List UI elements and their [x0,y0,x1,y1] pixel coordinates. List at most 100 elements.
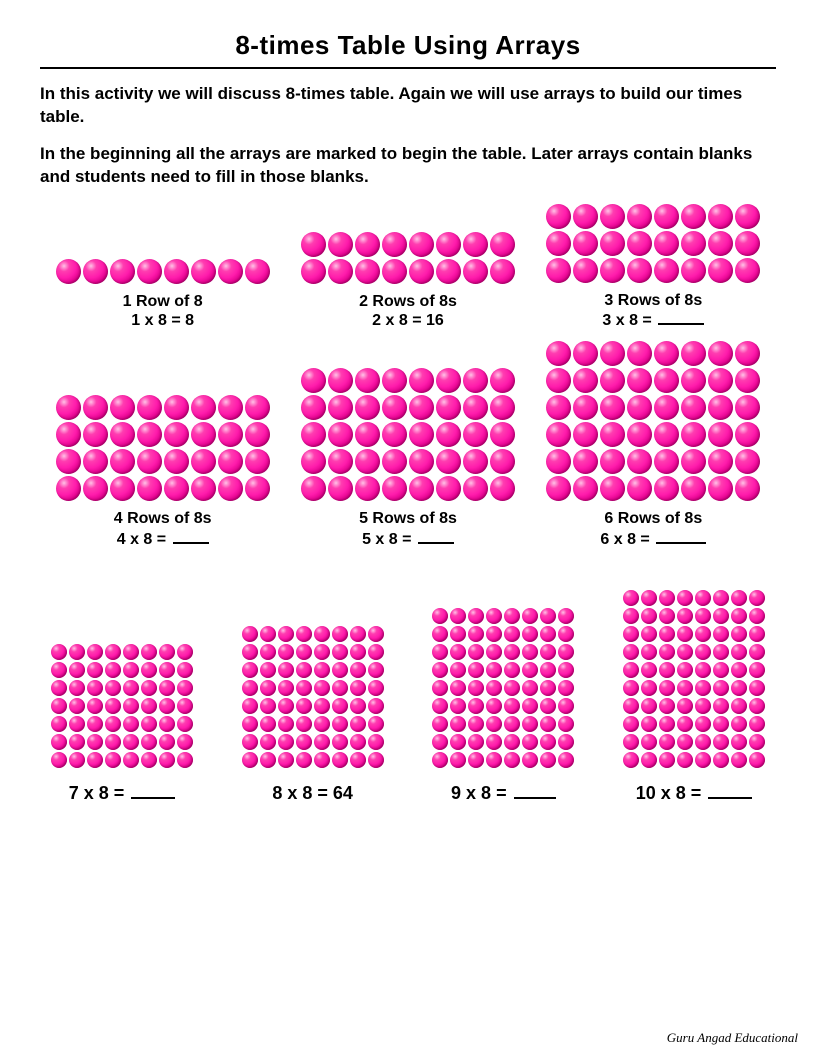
dot-icon [159,680,175,696]
dot-icon [504,716,520,732]
answer-blank[interactable] [708,785,752,799]
dot-icon [731,626,747,642]
dot-icon [540,680,556,696]
dot-icon [573,258,598,283]
dot-icon [659,698,675,714]
answer-blank[interactable] [418,530,454,544]
dot-icon [573,231,598,256]
answer-blank[interactable] [514,785,556,799]
dot-array [300,367,516,502]
dot-icon [332,680,348,696]
dot-array [55,258,271,285]
answer-blank[interactable] [658,311,704,325]
dot-icon [296,734,312,750]
dot-icon [623,626,639,642]
dot-icon [677,662,693,678]
dot-icon [749,626,765,642]
dot-icon [546,422,571,447]
answer-blank[interactable] [173,530,209,544]
dot-icon [504,626,520,642]
dot-icon [735,341,760,366]
dot-icon [681,341,706,366]
dot-icon [708,231,733,256]
dot-icon [627,476,652,501]
dot-icon [731,662,747,678]
dot-icon [463,476,488,501]
answer-blank[interactable] [131,785,175,799]
dot-icon [735,204,760,229]
dot-icon [749,716,765,732]
dot-icon [735,449,760,474]
dot-icon [332,734,348,750]
equation-text: 7 x 8 = [69,783,176,804]
dot-icon [245,395,270,420]
dot-icon [141,680,157,696]
dot-icon [69,734,85,750]
dot-icon [749,608,765,624]
dot-icon [242,734,258,750]
dot-icon [641,662,657,678]
equation-text: 5 x 8 = [362,530,454,549]
dot-icon [463,422,488,447]
dot-icon [546,231,571,256]
dot-icon [627,368,652,393]
dot-icon [177,752,193,768]
dot-icon [56,449,81,474]
dot-icon [558,680,574,696]
dot-icon [105,716,121,732]
array-section-3: 7 x 8 = 8 x 8 = 649 x 8 = 10 x 8 = [40,589,776,804]
array-cell: 4 Rows of 8s4 x 8 = [55,394,271,549]
dot-icon [242,752,258,768]
dot-icon [546,368,571,393]
dot-icon [450,734,466,750]
dot-icon [242,644,258,660]
dot-icon [677,734,693,750]
dot-icon [314,680,330,696]
dot-icon [677,680,693,696]
dot-icon [713,626,729,642]
dot-icon [468,698,484,714]
dot-icon [355,395,380,420]
dot-icon [695,590,711,606]
dot-icon [735,368,760,393]
dot-icon [278,734,294,750]
dot-icon [368,644,384,660]
dot-icon [191,395,216,420]
dot-icon [600,368,625,393]
dot-icon [296,716,312,732]
dot-icon [245,476,270,501]
dot-icon [409,449,434,474]
dot-icon [87,680,103,696]
array-caption: 1 Row of 8 [123,291,203,313]
dot-icon [659,626,675,642]
dot-icon [735,476,760,501]
dot-icon [558,644,574,660]
dot-icon [123,680,139,696]
equation-text: 8 x 8 = 64 [272,783,353,804]
dot-icon [504,680,520,696]
dot-icon [713,590,729,606]
dot-icon [681,368,706,393]
dot-icon [141,716,157,732]
dot-icon [708,422,733,447]
dot-icon [486,662,502,678]
dot-icon [540,698,556,714]
answer-blank[interactable] [656,530,706,544]
dot-icon [87,716,103,732]
dot-icon [708,368,733,393]
dot-icon [177,716,193,732]
dot-icon [191,449,216,474]
equation-text: 1 x 8 = 8 [131,312,194,330]
dot-icon [659,752,675,768]
dot-icon [627,449,652,474]
dot-icon [164,422,189,447]
dot-icon [659,680,675,696]
dot-icon [546,341,571,366]
equation-label: 3 x 8 = [602,312,656,329]
array-caption: 4 Rows of 8s [114,508,212,530]
dot-icon [558,626,574,642]
dot-icon [659,734,675,750]
dot-icon [83,476,108,501]
dot-icon [558,662,574,678]
dot-icon [177,680,193,696]
